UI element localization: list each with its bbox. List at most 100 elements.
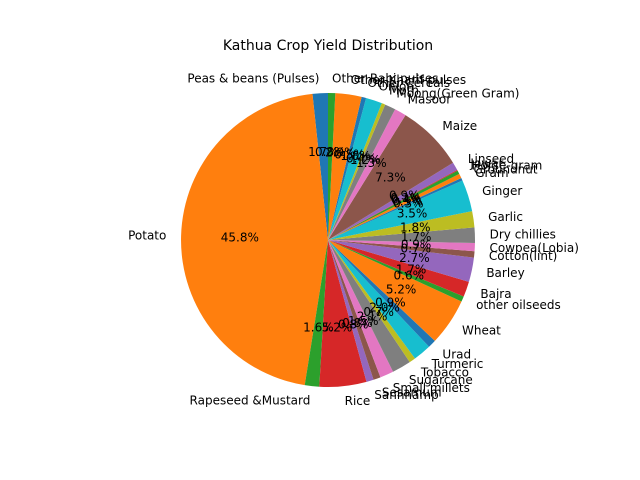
pie-slice xyxy=(328,103,386,241)
pie-slice xyxy=(328,180,473,240)
slice-percentage: 1.6% xyxy=(303,321,334,335)
pie-slice xyxy=(181,93,328,386)
slice-label: Ginger xyxy=(482,184,522,198)
slice-label: Turmeric xyxy=(431,357,484,371)
pie-slice xyxy=(328,240,394,378)
slice-label: Peas & beans (Pulses) xyxy=(187,72,319,86)
slice-percentage: 7.3% xyxy=(375,171,406,185)
pie-slice xyxy=(328,240,430,359)
pie-slice xyxy=(328,240,475,252)
slice-label: Horse-gram xyxy=(472,158,543,172)
slice-label: other oilseeds xyxy=(476,298,561,312)
slice-percentage: 5.2% xyxy=(386,282,417,296)
pie-slice xyxy=(328,104,396,240)
pie-slice xyxy=(328,169,458,240)
slice-label: Onion xyxy=(379,79,414,93)
slice-percentage: 0.4% xyxy=(391,192,422,206)
slice-label: Barley xyxy=(486,266,524,280)
slice-label: Groundnut xyxy=(474,163,538,177)
chart-title: Kathua Crop Yield Distribution xyxy=(223,38,433,54)
slice-label: Linseed xyxy=(468,152,514,166)
pie-slice xyxy=(328,240,464,302)
pie-slices xyxy=(181,92,476,387)
pie-slice xyxy=(328,240,474,282)
slice-percentage: 1.8% xyxy=(340,149,371,163)
slice-percentage: 0.6% xyxy=(394,268,425,282)
pie-slice xyxy=(328,98,382,241)
pie-slice xyxy=(328,240,435,347)
pie-slice xyxy=(328,240,475,258)
pie-slice xyxy=(328,240,381,380)
slice-percentage: 0.7% xyxy=(401,242,432,256)
slice-percentage: 1.3% xyxy=(356,156,387,170)
slice-label: Sugarcane xyxy=(409,373,473,387)
slice-percentage: 0.8% xyxy=(342,316,373,330)
pie-slice xyxy=(319,240,367,387)
slice-label: Gram xyxy=(475,166,508,180)
slice-percentage: 1.7% xyxy=(396,263,427,277)
slice-label: Maize xyxy=(442,119,477,133)
pie-slice xyxy=(328,92,336,240)
pie-slice xyxy=(328,240,374,382)
pie-slice xyxy=(328,96,367,241)
slice-percentage: 0.5% xyxy=(334,147,365,161)
slice-label: Sesamum xyxy=(382,385,442,399)
slice-label: Rapeseed &Mustard xyxy=(190,394,311,408)
pie-slice xyxy=(328,178,463,240)
slice-label: Urad xyxy=(442,347,471,361)
pie-slice xyxy=(328,109,406,240)
pie-slice xyxy=(328,227,476,243)
pie-slice xyxy=(304,240,328,387)
slice-percentage: 0.3% xyxy=(393,197,424,211)
slice-percentage: 0.8% xyxy=(315,145,346,159)
slice-percentage: 1.7% xyxy=(401,230,432,244)
slice-label: Garlic xyxy=(488,210,523,224)
slice-label: Moong(Green Gram) xyxy=(396,86,519,100)
slice-label: Wheat xyxy=(462,324,501,338)
slice-percentage: 1.5% xyxy=(348,314,379,328)
slice-percentage: 0.9% xyxy=(375,295,406,309)
pie-slice xyxy=(328,240,462,341)
slice-label: Cowpea(Lobia) xyxy=(490,241,579,255)
slice-label: Dry chillies xyxy=(490,228,556,242)
slice-labels: Peas & beans (Pulses) Potato Rapeseed &Mus… xyxy=(128,71,579,407)
slice-percentage: 0.9% xyxy=(401,237,432,251)
pie-slice xyxy=(328,173,462,240)
pie-slice xyxy=(328,240,469,297)
slice-percentage: 0.9% xyxy=(389,189,420,203)
slice-label: Potato xyxy=(128,229,166,243)
slice-percentage: 0.1% xyxy=(390,191,421,205)
slice-label: Small millets xyxy=(393,381,470,395)
slice-percentage: 5.2% xyxy=(322,321,353,335)
slice-percentage: 0.8% xyxy=(338,318,369,332)
slice-label: Other Kharif pulses xyxy=(351,73,466,87)
pie-slice xyxy=(328,162,458,240)
slice-label: Bajra xyxy=(480,287,511,301)
slice-label: Other Rabi pulses xyxy=(332,71,439,85)
slice-label: Rice xyxy=(345,394,371,408)
slice-percentage: 2.7% xyxy=(399,251,430,265)
slice-percentage: 1.2% xyxy=(350,153,381,167)
slice-label: Moth xyxy=(389,83,419,97)
slice-percentage: 1.8% xyxy=(400,221,431,235)
slice-percentage: 2.1% xyxy=(357,309,388,323)
pie-slice xyxy=(328,211,475,240)
slice-label: Sannhamp xyxy=(374,388,438,402)
pie-slice xyxy=(328,240,410,372)
slice-percentage: 1.7% xyxy=(308,145,339,159)
slice-percentage: 2.9% xyxy=(325,146,356,160)
pie-slice xyxy=(328,93,362,241)
slice-percentage: 45.8% xyxy=(221,231,259,245)
pie-slice xyxy=(328,115,454,240)
slice-percentage: 2.0% xyxy=(369,301,400,315)
slice-percentage: 0.4% xyxy=(346,151,377,165)
slice-label: Jowar xyxy=(469,156,503,170)
pie-slice xyxy=(312,93,328,240)
slice-label: Other Cereals xyxy=(367,76,450,90)
slice-label: Tobacco xyxy=(420,365,469,379)
slice-label: Cotton(lint) xyxy=(489,249,557,263)
slice-percentage: 3.5% xyxy=(397,206,428,220)
slice-percentage: 0.5% xyxy=(392,195,423,209)
